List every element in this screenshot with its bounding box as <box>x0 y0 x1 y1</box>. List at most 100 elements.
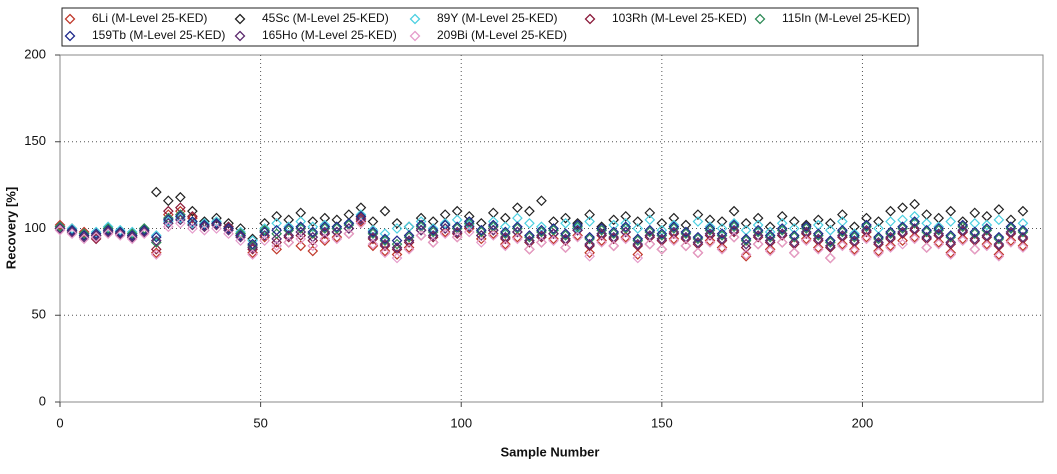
point <box>126 233 138 245</box>
point <box>187 205 198 217</box>
point <box>861 226 872 238</box>
point <box>548 223 559 234</box>
point <box>716 223 728 234</box>
point <box>66 228 78 240</box>
point <box>379 245 391 257</box>
point <box>957 221 969 233</box>
point <box>800 223 812 234</box>
point <box>343 217 355 229</box>
point <box>54 223 66 234</box>
point <box>548 228 559 240</box>
point <box>187 219 198 231</box>
point <box>319 233 331 245</box>
point <box>379 247 391 259</box>
point <box>259 223 270 234</box>
point <box>861 219 872 231</box>
point <box>608 233 620 245</box>
point <box>283 230 295 241</box>
point <box>969 217 981 229</box>
point <box>656 217 668 229</box>
point <box>620 223 632 234</box>
point <box>716 243 728 255</box>
point <box>367 226 379 238</box>
point <box>584 231 595 243</box>
point <box>463 216 475 227</box>
point <box>933 212 945 224</box>
point <box>427 224 439 236</box>
legend-label: 103Rh (M-Level 25-KED) <box>612 11 747 25</box>
point <box>199 217 210 229</box>
point <box>728 224 740 236</box>
point <box>885 228 896 240</box>
point <box>295 240 307 252</box>
point <box>90 228 102 240</box>
point <box>403 237 415 248</box>
point <box>776 223 788 234</box>
point <box>921 231 932 243</box>
point <box>668 223 680 234</box>
legend-marker <box>754 13 766 25</box>
point <box>66 226 78 238</box>
point <box>560 242 571 253</box>
legend-label: 45Sc (M-Level 25-KED) <box>262 11 389 25</box>
point <box>247 249 258 260</box>
point <box>812 228 824 240</box>
point <box>680 240 692 252</box>
point <box>379 228 391 240</box>
point <box>897 238 908 250</box>
point <box>391 249 403 260</box>
point <box>211 217 222 229</box>
point <box>825 242 836 253</box>
point <box>150 235 162 246</box>
point <box>536 230 547 241</box>
legend-label: 209Bi (M-Level 25-KED) <box>437 28 567 42</box>
point <box>307 240 319 252</box>
point <box>78 226 90 238</box>
point <box>415 219 427 231</box>
point <box>500 228 511 240</box>
point <box>933 228 945 240</box>
point <box>1017 242 1029 253</box>
point <box>126 228 138 240</box>
point <box>295 207 307 219</box>
point <box>668 235 680 246</box>
point <box>319 235 331 246</box>
point <box>512 226 523 238</box>
point <box>825 252 836 264</box>
point <box>981 219 993 231</box>
point <box>235 231 246 243</box>
point <box>536 195 547 207</box>
point <box>584 209 595 220</box>
point <box>114 224 126 236</box>
y-tick-label: 0 <box>39 393 46 408</box>
point <box>1017 224 1029 236</box>
point <box>367 238 379 250</box>
point <box>632 235 644 246</box>
point <box>656 230 668 241</box>
point <box>969 228 981 240</box>
point <box>223 221 234 233</box>
point <box>752 231 764 243</box>
point <box>487 230 499 241</box>
point <box>921 242 932 253</box>
point <box>704 230 716 241</box>
point <box>259 235 270 246</box>
point <box>692 209 704 220</box>
legend-label: 165Ho (M-Level 25-KED) <box>262 28 397 42</box>
point <box>271 233 283 245</box>
point <box>680 228 692 240</box>
point <box>1017 231 1029 243</box>
point <box>475 224 487 236</box>
x-tick-label: 200 <box>852 415 874 430</box>
point <box>933 238 945 250</box>
point <box>126 230 138 241</box>
point <box>740 249 752 260</box>
point <box>584 240 595 252</box>
point <box>692 237 704 248</box>
point <box>812 242 824 253</box>
legend-marker <box>234 30 246 42</box>
point <box>271 217 283 229</box>
point <box>596 235 608 246</box>
point <box>463 226 475 238</box>
point <box>704 224 716 236</box>
